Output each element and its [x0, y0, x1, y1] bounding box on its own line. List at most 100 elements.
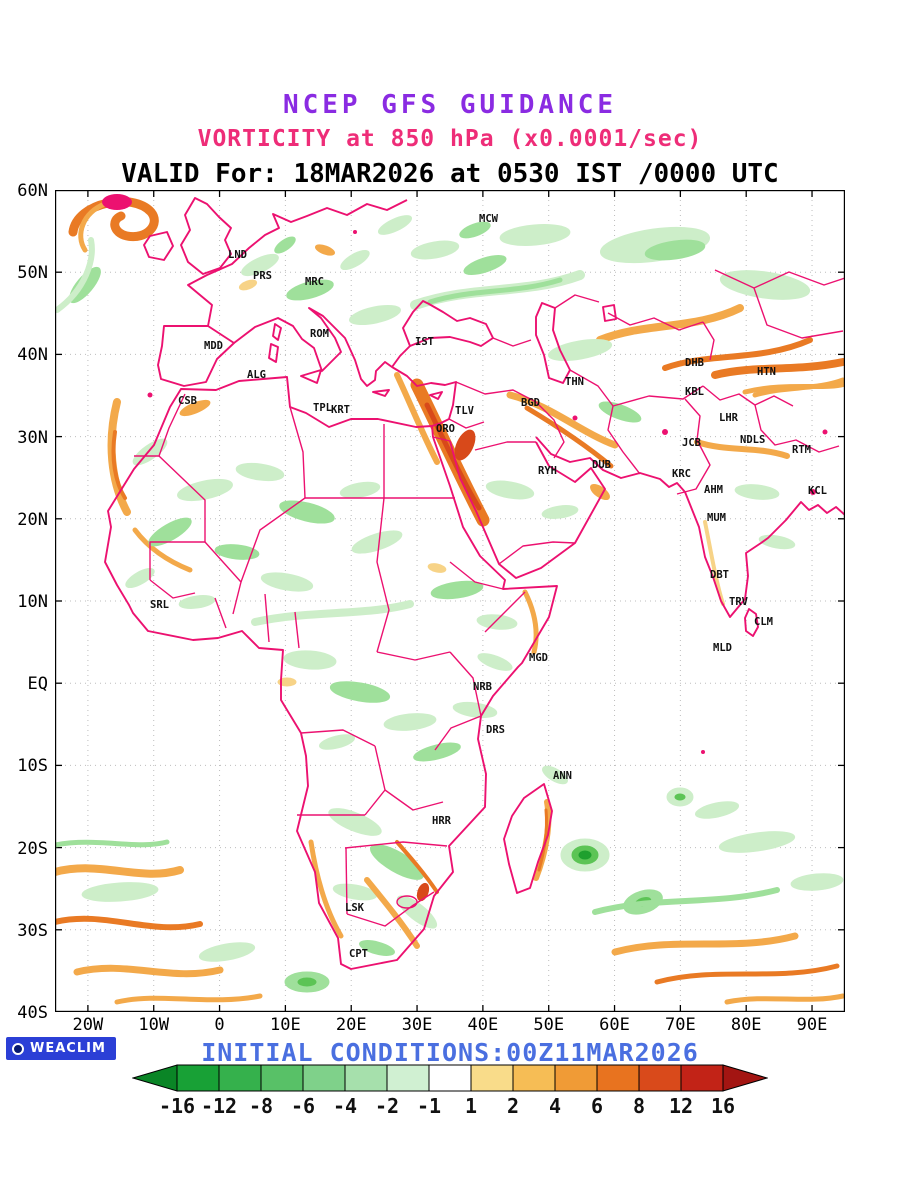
city-label: DUB: [592, 459, 611, 471]
city-label: MDD: [204, 340, 223, 352]
city-label: MCW: [479, 213, 499, 225]
colorbar-tick-label: 2: [506, 1094, 520, 1118]
colorbar-segment: [260, 1064, 304, 1092]
colorbar-tick-label: 12: [668, 1094, 694, 1118]
colorbar-tick-label: 8: [632, 1094, 646, 1118]
city-label: HRR: [432, 815, 452, 827]
colorbar-tick-label: 16: [710, 1094, 736, 1118]
page-title: NCEP GFS GUIDANCE: [282, 90, 618, 120]
city-label: LND: [228, 249, 247, 261]
lat-tick-label: 20N: [17, 509, 48, 530]
lat-tick-label: 40S: [17, 1003, 48, 1023]
city-label: CPT: [349, 948, 368, 960]
city-label: NRB: [473, 681, 492, 693]
lon-tick-label: 50E: [533, 1015, 565, 1035]
city-label: CSB: [178, 395, 197, 407]
colorbar-tick-label: -8: [248, 1094, 274, 1118]
lon-tick-label: 70E: [665, 1015, 696, 1035]
lon-tick-label: 10E: [270, 1015, 301, 1035]
lon-tick-label: 60E: [599, 1015, 630, 1035]
lon-tick-label: 10W: [138, 1015, 170, 1035]
colorbar-segment: [680, 1064, 724, 1092]
lon-tick-label: 20W: [72, 1015, 104, 1035]
colorbar-tick-label: -12: [200, 1094, 238, 1118]
weaclim-logo: WEACLIM: [6, 1037, 116, 1060]
city-label: ALG: [247, 369, 266, 381]
city-label: DHB: [685, 357, 704, 369]
city-label: TRV: [729, 596, 749, 608]
lat-tick-label: EQ: [27, 674, 48, 695]
city-label: LHR: [719, 412, 739, 424]
city-label: ANN: [553, 770, 572, 782]
lon-tick-label: 40E: [467, 1015, 499, 1035]
coastline-layer: [104, 197, 846, 970]
city-label: HTN: [757, 366, 776, 378]
colorbar: [131, 1064, 769, 1092]
city-label: RYH: [538, 465, 557, 477]
country-border-layer: [102, 194, 846, 927]
lat-tick-label: 30S: [17, 920, 48, 941]
weaclim-logo-text: WEACLIM: [30, 1041, 106, 1056]
colorbar-segment: [512, 1064, 556, 1092]
colorbar-tick-label: 1: [464, 1094, 478, 1118]
city-label: KBL: [685, 386, 704, 398]
city-label: BGD: [521, 397, 540, 409]
city-label: KRT: [331, 404, 350, 416]
city-label: ORO: [436, 423, 455, 435]
city-label: DBT: [710, 569, 729, 581]
colorbar-tick-label: -4: [332, 1094, 358, 1118]
city-label: LSK: [345, 902, 365, 914]
weaclim-logo-icon: [12, 1042, 24, 1055]
colorbar-segment: [638, 1064, 682, 1092]
city-label: NDLS: [740, 434, 765, 446]
colorbar-arrow: [131, 1064, 178, 1092]
lon-tick-label: 0: [214, 1015, 225, 1035]
city-label: ROM: [310, 328, 329, 340]
colorbar-tick-label: 6: [590, 1094, 604, 1118]
city-label: JCB: [682, 437, 701, 449]
map-plot-area: MCW LND PRS MRC ROM IST MDD ALG CSB TPL KRT TLV ORO B…: [51, 189, 848, 1013]
lat-tick-label: 50N: [17, 263, 48, 284]
colorbar-scale: [131, 1064, 769, 1092]
colorbar-segment: [302, 1064, 346, 1092]
city-label: TPL: [313, 402, 332, 414]
city-label: SRL: [150, 599, 169, 611]
city-label: AHM: [704, 484, 723, 496]
lat-tick-label: 20S: [17, 838, 48, 859]
colorbar-tick-label: -2: [374, 1094, 400, 1118]
city-label: KRC: [672, 468, 691, 480]
city-label: KCL: [808, 485, 827, 497]
colorbar-tick-label: -6: [290, 1094, 316, 1118]
city-label: IST: [415, 336, 434, 348]
lon-tick-label: 80E: [730, 1015, 762, 1035]
colorbar-segment: [470, 1064, 514, 1092]
lat-tick-label: 30N: [17, 427, 48, 448]
lat-axis: 60N 50N 40N 30N 20N 10N EQ 10S 20S 30S 40S: [2, 181, 50, 1023]
city-label: MRC: [305, 276, 324, 288]
city-label: RTM: [792, 444, 811, 456]
colorbar-tick-label: -16: [158, 1094, 196, 1118]
initial-conditions-text: INITIAL CONDITIONS:00Z11MAR2026: [201, 1038, 699, 1067]
lon-tick-label: 20E: [335, 1015, 367, 1035]
city-label: CLM: [754, 616, 773, 628]
city-label: MUM: [707, 512, 726, 524]
lon-tick-label: 30E: [401, 1015, 433, 1035]
colorbar-segment: [176, 1064, 220, 1092]
city-label: DRS: [486, 724, 505, 736]
city-label: PRS: [253, 270, 272, 282]
colorbar-labels: -16 -12 -8 -6 -4 -2 -1 1 2 4 6 8 12 16: [132, 1094, 768, 1120]
colorbar-arrow: [722, 1064, 769, 1092]
city-label: MGD: [529, 652, 548, 664]
lat-tick-label: 10S: [17, 756, 48, 777]
colorbar-segment: [428, 1064, 472, 1092]
lon-axis: 20W 10W 0 10E 20E 30E 40E 50E 60E 70E 80E 90E: [55, 1015, 845, 1037]
city-label: MLD: [713, 642, 732, 654]
vorticity-field-layer: [51, 197, 848, 1005]
map-frame: [54, 189, 846, 1013]
city-label: THN: [565, 376, 584, 388]
lon-tick-label: 90E: [796, 1015, 828, 1035]
colorbar-segment: [218, 1064, 262, 1092]
lat-tick-label: 10N: [17, 592, 48, 612]
